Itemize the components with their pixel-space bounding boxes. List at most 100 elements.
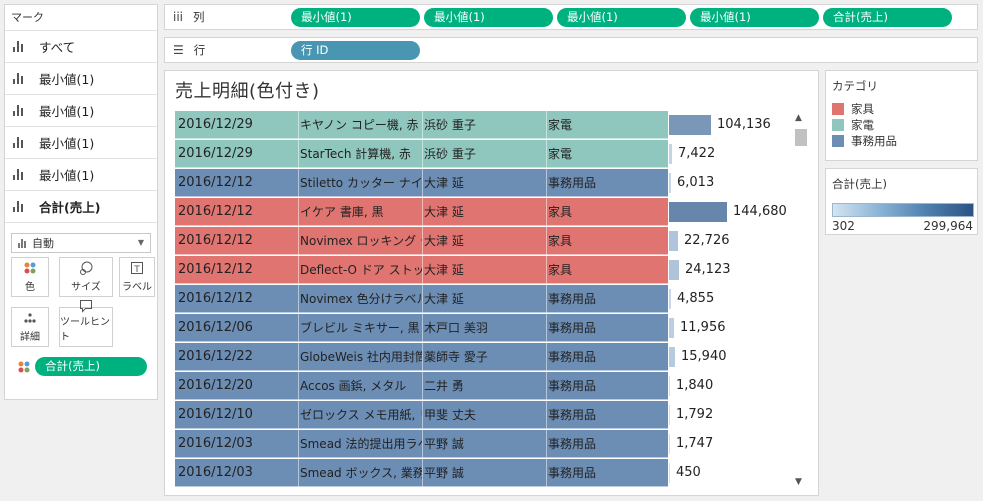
sales-value-label: 4,855 xyxy=(677,291,715,306)
sales-bar[interactable] xyxy=(669,434,670,454)
label-button[interactable]: T ラベル xyxy=(119,257,155,297)
sales-bar[interactable] xyxy=(669,115,711,135)
cell-customer: 二井 勇 xyxy=(424,379,464,393)
column-pill[interactable]: 最小値(1) xyxy=(424,7,553,27)
table-row[interactable]: 2016/12/10 ゼロックス メモ用紙, リサイクル甲斐 丈夫 事務用品 1,79… xyxy=(175,401,795,429)
mark-tab-label: 最小値(1) xyxy=(39,72,95,87)
marks-title: マーク xyxy=(5,5,157,31)
column-pill[interactable]: 最小値(1) xyxy=(690,7,819,27)
bar-chart-icon xyxy=(13,41,25,52)
sales-bar[interactable] xyxy=(669,318,674,338)
tooltip-button[interactable]: ツールヒント xyxy=(59,300,113,347)
legend-item-label: 事務用品 xyxy=(851,134,897,148)
sales-bar[interactable] xyxy=(669,202,727,222)
legend-item[interactable]: 家具 xyxy=(826,101,977,117)
sales-bar[interactable] xyxy=(669,376,670,396)
category-color-band xyxy=(175,314,668,342)
sales-value-label: 6,013 xyxy=(677,175,715,190)
cell-customer: 大津 延 xyxy=(424,263,464,277)
sales-value-label: 450 xyxy=(676,465,701,480)
cell-product: Stiletto カッター ナイフ xyxy=(300,176,422,190)
legend-item[interactable]: 家電 xyxy=(826,117,977,133)
category-color-band xyxy=(175,343,668,371)
sales-value-label: 11,956 xyxy=(680,320,726,335)
sales-bar[interactable] xyxy=(669,289,671,309)
worksheet-view: 売上明細(色付き) 2016/12/29 キヤノン コピー機, 赤浜砂 重子 家電 1… xyxy=(164,70,819,496)
mark-tab[interactable]: 合計(売上) xyxy=(5,191,157,223)
mark-tab[interactable]: 最小値(1) xyxy=(5,63,157,95)
column-pill[interactable]: 合計(売上) xyxy=(823,7,952,27)
cell-product: Deflect-O ドア ストッパー xyxy=(300,263,422,277)
vertical-scrollbar[interactable]: ▲ ▼ xyxy=(792,111,808,489)
scrollbar-thumb[interactable] xyxy=(795,129,807,146)
category-legend-title: カテゴリ xyxy=(832,79,878,93)
sales-bar[interactable] xyxy=(669,173,671,193)
cell-category: 家具 xyxy=(548,234,573,248)
sales-value-label: 1,840 xyxy=(676,378,714,393)
cell-product: ゼロックス メモ用紙, リサイクル xyxy=(300,408,422,422)
rows-icon: ☰ xyxy=(173,43,184,57)
cell-customer: 大津 延 xyxy=(424,234,464,248)
color-field-pill[interactable]: 合計(売上) xyxy=(35,357,147,376)
tooltip-button-label: ツールヒント xyxy=(60,317,110,343)
cell-date: 2016/12/20 xyxy=(178,378,253,393)
cell-product: Accos 画鋲, メタル xyxy=(300,379,407,393)
gradient-max-label: 299,964 xyxy=(923,219,973,233)
cell-customer: 木戸口 美羽 xyxy=(424,321,488,335)
chevron-up-icon[interactable]: ▲ xyxy=(795,113,802,123)
table-row[interactable]: 2016/12/06 ブレビル ミキサー, 黒木戸口 美羽 事務用品 11,956 xyxy=(175,314,795,342)
cell-product: StarTech 計算機, 赤 xyxy=(300,147,411,161)
color-button-label: 色 xyxy=(25,282,35,293)
sales-bar[interactable] xyxy=(669,231,678,251)
category-color-band xyxy=(175,227,668,255)
sales-bar[interactable] xyxy=(669,260,679,280)
mark-tab[interactable]: 最小値(1) xyxy=(5,159,157,191)
table-row[interactable]: 2016/12/12 Stiletto カッター ナイフ 大津 延 事務用品 6,013 xyxy=(175,169,795,197)
color-button[interactable]: 色 xyxy=(11,257,49,297)
mark-tab[interactable]: 最小値(1) xyxy=(5,95,157,127)
row-pill[interactable]: 行 ID xyxy=(291,40,420,60)
cell-product: イケア 書庫, 黒 xyxy=(300,205,384,219)
sales-bar[interactable] xyxy=(669,144,672,164)
color-dots-icon xyxy=(17,360,31,374)
table-row[interactable]: 2016/12/29 キヤノン コピー機, 赤浜砂 重子 家電 104,136 xyxy=(175,111,795,139)
table-row[interactable]: 2016/12/12 Novimex ロッキング チェア大津 延 家具 22,726 xyxy=(175,227,795,255)
size-button[interactable]: サイズ xyxy=(59,257,113,297)
bar-chart-icon xyxy=(13,105,25,116)
mark-tab[interactable]: すべて xyxy=(5,31,157,63)
table-row[interactable]: 2016/12/12 Deflect-O ドア ストッパー大津 延 家具 24,123 xyxy=(175,256,795,284)
category-color-band xyxy=(175,256,668,284)
view-title: 売上明細(色付き) xyxy=(175,81,320,102)
table-row[interactable]: 2016/12/03 Smead 法的提出用ラベル平野 誠 事務用品 1,747 xyxy=(175,430,795,458)
table-row[interactable]: 2016/12/29 StarTech 計算機, 赤浜砂 重子 家電 7,422 xyxy=(175,140,795,168)
table-row[interactable]: 2016/12/12 Novimex 色分けラベル 大津 延 事務用品 4,855 xyxy=(175,285,795,313)
mark-type-dropdown[interactable]: 自動 ▼ xyxy=(11,233,151,253)
cell-category: 家具 xyxy=(548,205,573,219)
chevron-down-icon[interactable]: ▼ xyxy=(795,477,802,487)
sales-bar[interactable] xyxy=(669,463,670,483)
category-color-band xyxy=(175,169,668,197)
mark-tab[interactable]: 最小値(1) xyxy=(5,127,157,159)
color-encoding-row: 合計(売上) xyxy=(17,357,147,376)
cell-category: 事務用品 xyxy=(548,176,597,190)
sales-value-label: 144,680 xyxy=(733,204,787,219)
sales-value-label: 22,726 xyxy=(684,233,730,248)
table-row[interactable]: 2016/12/22 GlobeWeis 社内用封筒 薬師寺 愛子 事務用品 15,94… xyxy=(175,343,795,371)
detail-button[interactable]: 詳細 xyxy=(11,307,49,347)
sales-bar[interactable] xyxy=(669,405,670,425)
table-row[interactable]: 2016/12/12 イケア 書庫, 黒 大津 延 家具 144,680 xyxy=(175,198,795,226)
cell-category: 事務用品 xyxy=(548,379,597,393)
sales-bar[interactable] xyxy=(669,347,675,367)
category-color-band xyxy=(175,198,668,226)
color-swatch xyxy=(832,119,844,131)
cell-product: Smead 法的提出用ラベル xyxy=(300,437,422,451)
cell-product: Smead ボックス, 業務用 xyxy=(300,466,422,480)
cell-date: 2016/12/03 xyxy=(178,436,253,451)
table-row[interactable]: 2016/12/03 Smead ボックス, 業務用平野 誠 事務用品 450 xyxy=(175,459,795,487)
column-pill[interactable]: 最小値(1) xyxy=(291,7,420,27)
bar-chart-icon xyxy=(13,201,25,212)
table-row[interactable]: 2016/12/20 Accos 画鋲, メタル 二井 勇 事務用品 1,840 xyxy=(175,372,795,400)
legend-item[interactable]: 事務用品 xyxy=(826,133,977,149)
cell-customer: 大津 延 xyxy=(424,176,464,190)
column-pill[interactable]: 最小値(1) xyxy=(557,7,686,27)
